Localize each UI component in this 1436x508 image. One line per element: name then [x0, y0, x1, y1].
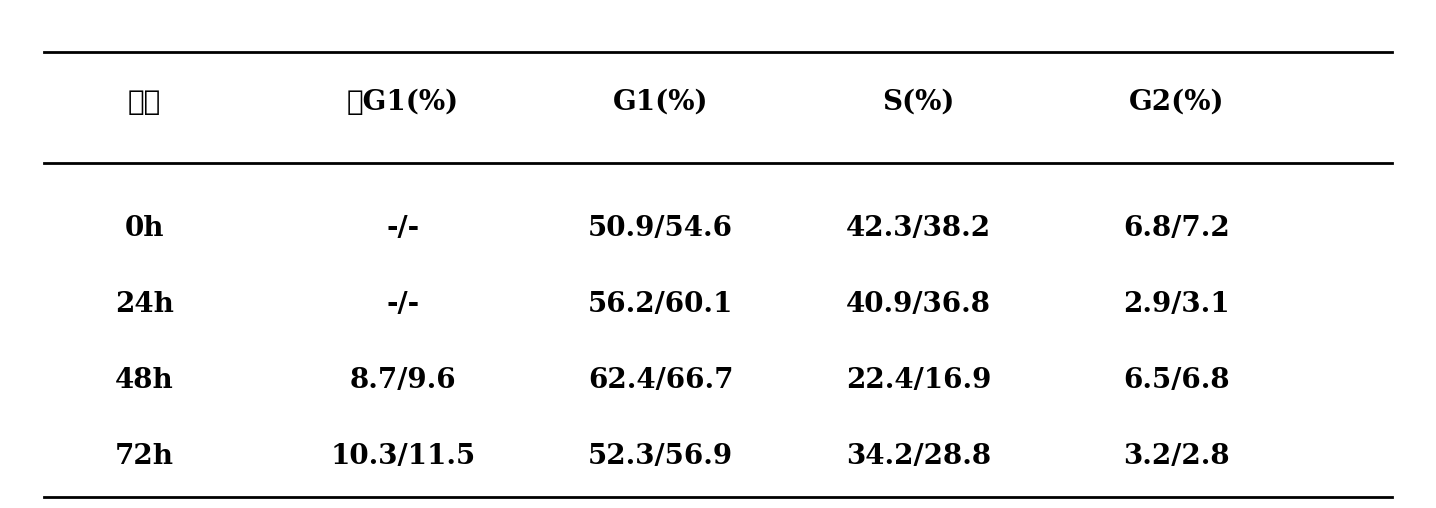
Text: -/-: -/-	[386, 215, 419, 242]
Text: 0h: 0h	[125, 215, 165, 242]
Text: 56.2/60.1: 56.2/60.1	[587, 291, 734, 318]
Text: 2.9/3.1: 2.9/3.1	[1123, 291, 1231, 318]
Text: 48h: 48h	[115, 367, 174, 394]
Text: 50.9/54.6: 50.9/54.6	[589, 215, 734, 242]
Text: 62.4/66.7: 62.4/66.7	[587, 367, 734, 394]
Text: G1(%): G1(%)	[613, 89, 708, 116]
Text: 6.8/7.2: 6.8/7.2	[1123, 215, 1231, 242]
Text: 52.3/56.9: 52.3/56.9	[589, 442, 734, 469]
Text: 72h: 72h	[115, 442, 174, 469]
Text: G2(%): G2(%)	[1129, 89, 1225, 116]
Text: 34.2/28.8: 34.2/28.8	[846, 442, 991, 469]
Text: 24h: 24h	[115, 291, 174, 318]
Text: 3.2/2.8: 3.2/2.8	[1123, 442, 1231, 469]
Text: 10.3/11.5: 10.3/11.5	[330, 442, 475, 469]
Text: 22.4/16.9: 22.4/16.9	[846, 367, 991, 394]
Text: 亚G1(%): 亚G1(%)	[346, 89, 458, 116]
Text: 42.3/38.2: 42.3/38.2	[846, 215, 991, 242]
Text: 40.9/36.8: 40.9/36.8	[846, 291, 991, 318]
Text: S(%): S(%)	[883, 89, 955, 116]
Text: 8.7/9.6: 8.7/9.6	[349, 367, 457, 394]
Text: 时间: 时间	[128, 89, 161, 116]
Text: -/-: -/-	[386, 291, 419, 318]
Text: 6.5/6.8: 6.5/6.8	[1123, 367, 1231, 394]
